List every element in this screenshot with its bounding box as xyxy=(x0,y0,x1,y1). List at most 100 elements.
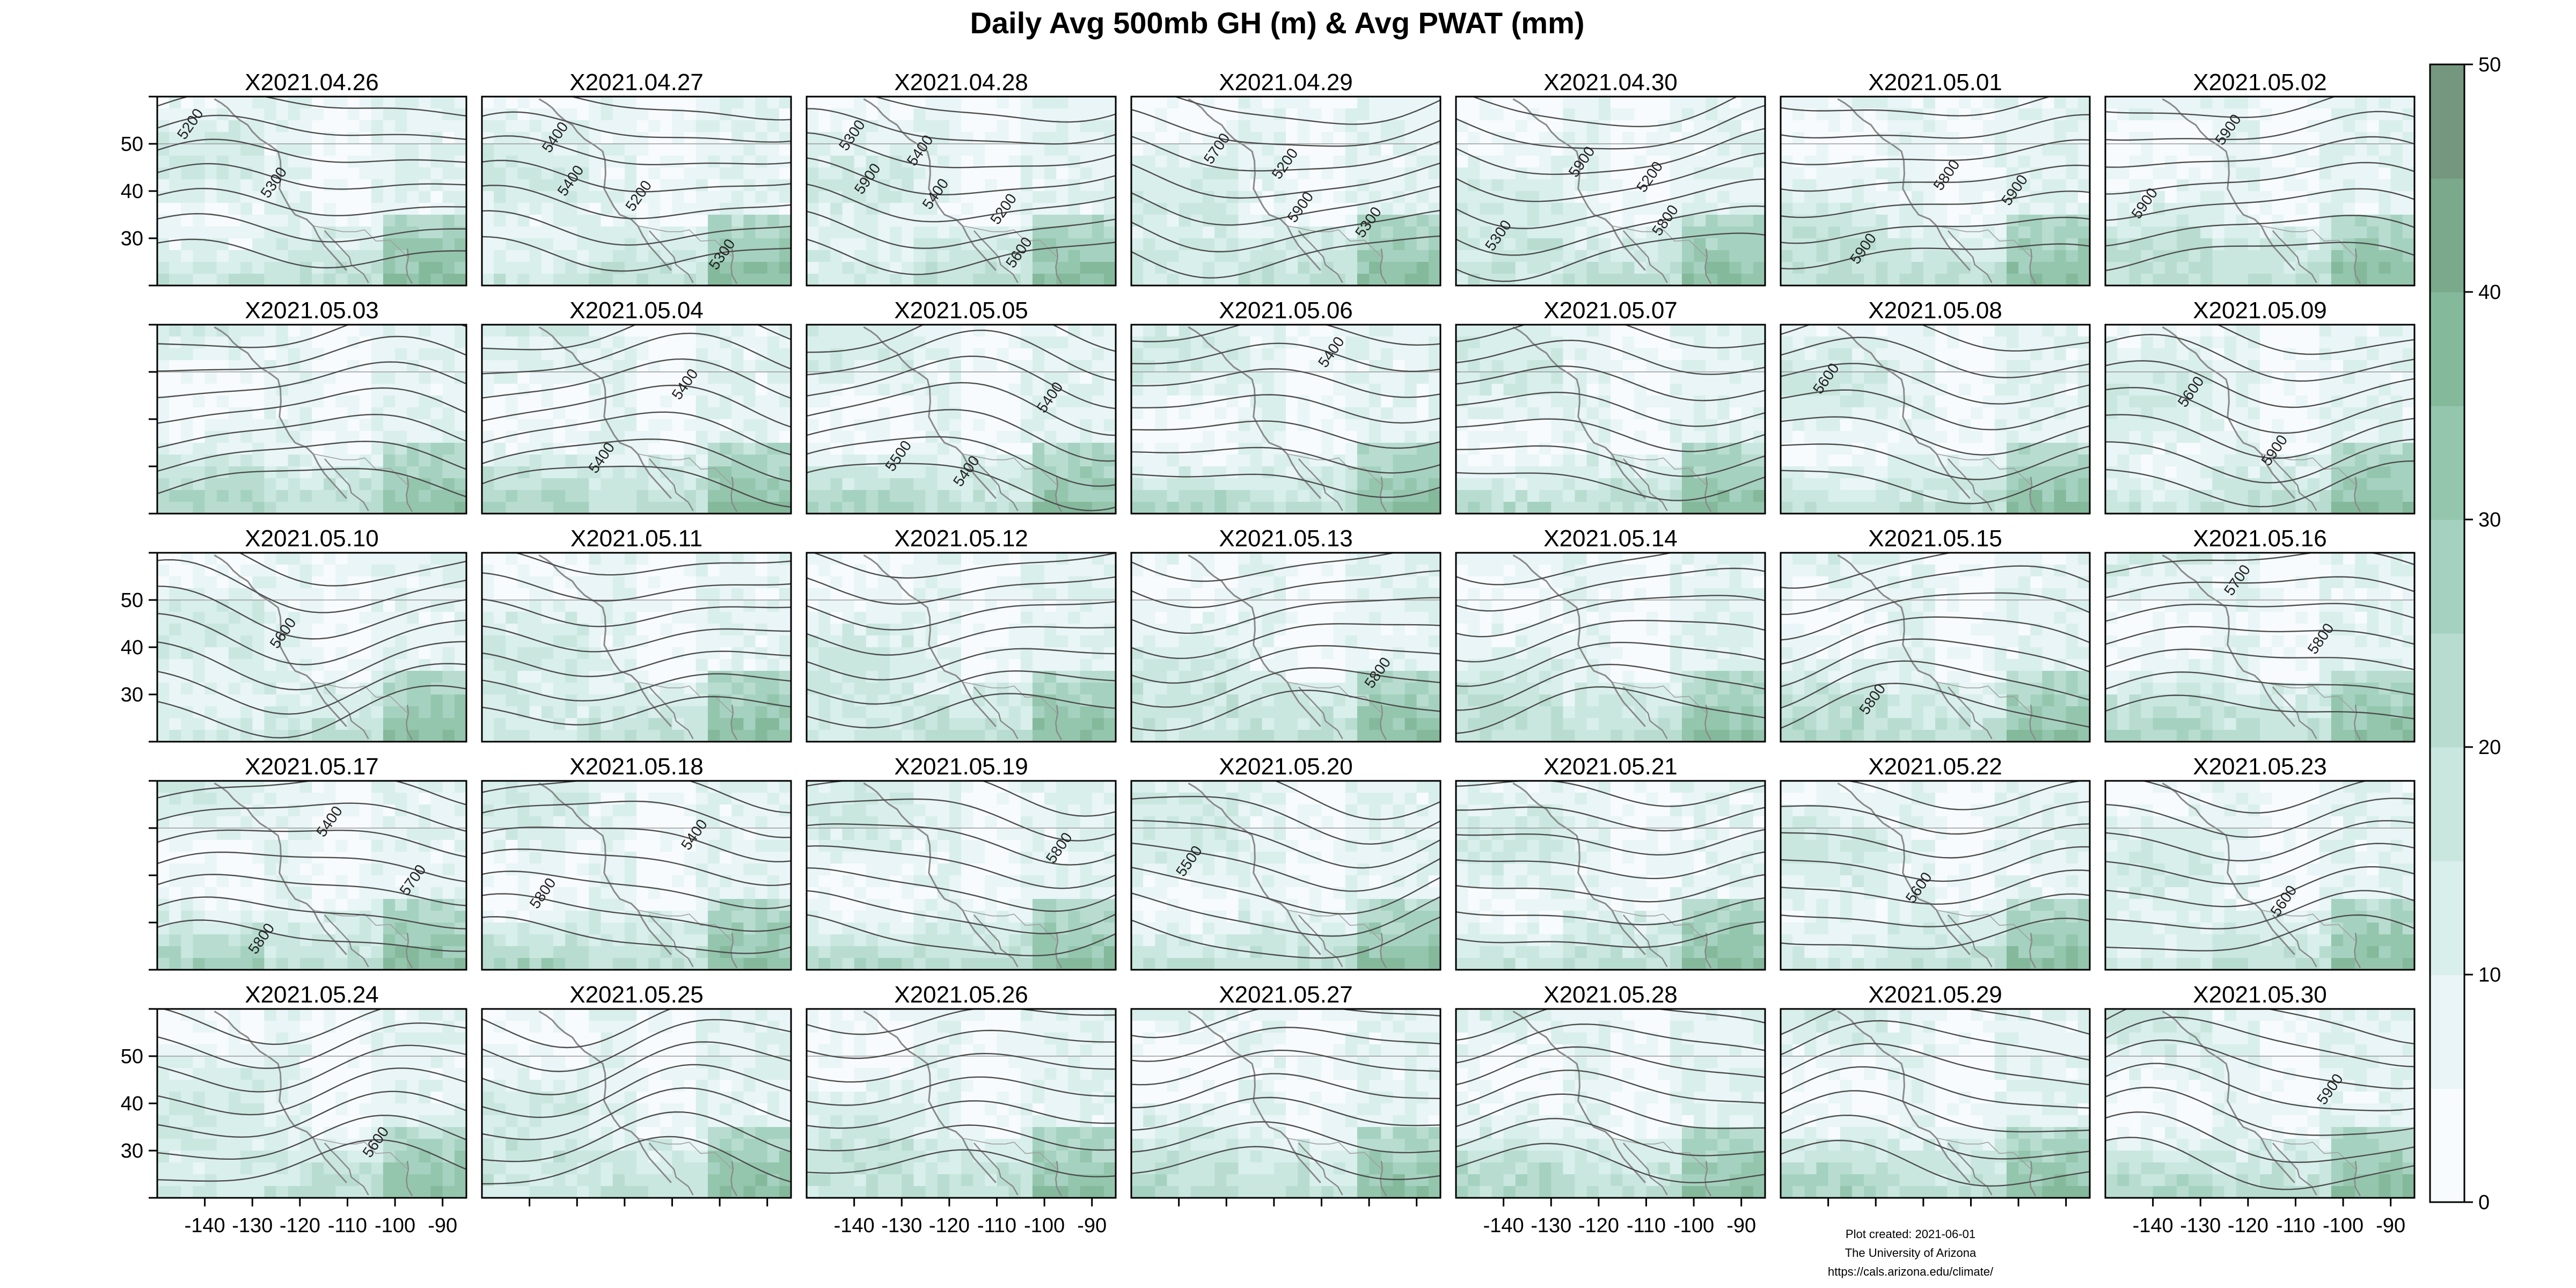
coastline xyxy=(1704,933,1712,969)
gh-contour xyxy=(1456,205,1765,256)
coastline xyxy=(2272,1143,2317,1196)
gh-contour xyxy=(1456,921,1765,948)
gh-contour xyxy=(1781,389,2090,430)
gh-contour xyxy=(1781,893,2090,928)
panel-title: X2021.05.21 xyxy=(1543,753,1678,780)
pwat-field xyxy=(482,553,791,742)
coastline xyxy=(1837,326,1971,499)
panel-title: X2021.05.25 xyxy=(569,982,704,1008)
panel-title: X2021.05.30 xyxy=(2193,982,2327,1008)
panel-title: X2021.05.18 xyxy=(569,753,704,780)
colorbar-tick-label: 0 xyxy=(2478,1191,2490,1214)
gh-contour xyxy=(807,867,1116,912)
gh-contour xyxy=(2105,1016,2414,1067)
gh-contour xyxy=(513,553,791,576)
gh-contour xyxy=(1781,592,2090,641)
colorbar-swatch xyxy=(2430,861,2464,975)
coastline xyxy=(2162,1011,2295,1183)
gh-contour xyxy=(1456,619,1765,663)
gh-contour xyxy=(157,874,466,906)
gh-contour xyxy=(157,829,466,858)
border-line xyxy=(1937,1138,2032,1170)
coastline xyxy=(1298,914,1343,968)
x-tick-label: -140 xyxy=(185,1214,225,1237)
gh-contour xyxy=(1131,342,1440,372)
border-line xyxy=(1288,682,1383,714)
footer-url[interactable]: https://cals.arizona.edu/climate/ xyxy=(1827,1265,1994,1278)
coastline xyxy=(1622,458,1668,511)
x-tick-label: -100 xyxy=(2323,1214,2363,1237)
x-tick-label: -140 xyxy=(1483,1214,1524,1237)
panel-title: X2021.05.05 xyxy=(894,297,1028,324)
gh-contour xyxy=(482,650,791,677)
gh-contour xyxy=(1131,795,1440,845)
panel-title: X2021.05.01 xyxy=(1868,69,2002,96)
coastline xyxy=(648,230,694,283)
colorbar-frame xyxy=(2429,63,2465,1203)
coastline xyxy=(1380,477,1387,513)
panel-X2021.05.03: X2021.05.03 xyxy=(149,297,467,515)
coastline xyxy=(1947,230,1993,283)
gh-contour xyxy=(1781,1020,2090,1061)
panel-frame xyxy=(1130,552,1441,743)
gh-contour xyxy=(807,1149,1116,1177)
gh-contour xyxy=(807,157,1116,195)
gh-contour xyxy=(1781,97,2052,117)
coastline xyxy=(324,1143,369,1196)
border-line xyxy=(1613,453,1708,486)
coastline xyxy=(973,1143,1019,1196)
border-line xyxy=(1937,682,2032,714)
gh-contour xyxy=(2105,334,2414,382)
gh-contour xyxy=(2105,914,2414,952)
coastline xyxy=(538,1011,672,1183)
panel-title: X2021.05.16 xyxy=(2193,525,2327,552)
gh-contour xyxy=(482,384,791,428)
gh-contour xyxy=(1456,1023,1765,1064)
coastline xyxy=(973,458,1019,511)
coastline xyxy=(648,914,694,968)
gh-contour xyxy=(1131,597,1440,634)
gh-contour xyxy=(157,1139,466,1182)
x-tick-label: -120 xyxy=(2228,1214,2268,1237)
panel-title: X2021.04.30 xyxy=(1543,69,1678,96)
gh-contour xyxy=(807,890,1116,934)
gh-contour xyxy=(2105,1063,2414,1111)
gh-contour xyxy=(1456,105,1765,150)
panel-X2021.05.11: X2021.05.11 xyxy=(481,525,792,743)
coastline xyxy=(2162,326,2295,499)
gh-contour xyxy=(482,236,791,272)
colorbar-swatch xyxy=(2430,64,2464,179)
panel-title: X2021.05.27 xyxy=(1219,982,1353,1008)
gh-contour xyxy=(2105,241,2414,272)
gh-contour xyxy=(1131,394,1440,424)
panel-title: X2021.05.12 xyxy=(894,525,1028,552)
border-line xyxy=(1937,910,2032,942)
coastline xyxy=(2162,554,2295,727)
gh-contour xyxy=(807,108,1116,145)
coastline xyxy=(2272,686,2317,740)
gh-contour xyxy=(1781,660,2090,709)
gh-contour xyxy=(1456,553,1675,586)
gh-contour xyxy=(157,97,466,117)
gh-contour xyxy=(807,330,1116,382)
panel-title: X2021.05.15 xyxy=(1868,525,2002,552)
border-line xyxy=(1937,453,2032,486)
gh-contour xyxy=(1781,1066,2090,1109)
y-tick-label: 30 xyxy=(121,684,143,706)
panel-X2021.05.27: X2021.05.27 xyxy=(1130,982,1441,1206)
coastline xyxy=(1188,326,1321,499)
coastline xyxy=(730,1161,738,1197)
gh-contour xyxy=(2105,648,2414,670)
panel-title: X2021.05.28 xyxy=(1543,982,1678,1008)
panel-X2021.05.28: X2021.05.28 -140 -130 -120 -110 -100 -90 xyxy=(1455,982,1766,1237)
gh-contour xyxy=(482,210,791,246)
